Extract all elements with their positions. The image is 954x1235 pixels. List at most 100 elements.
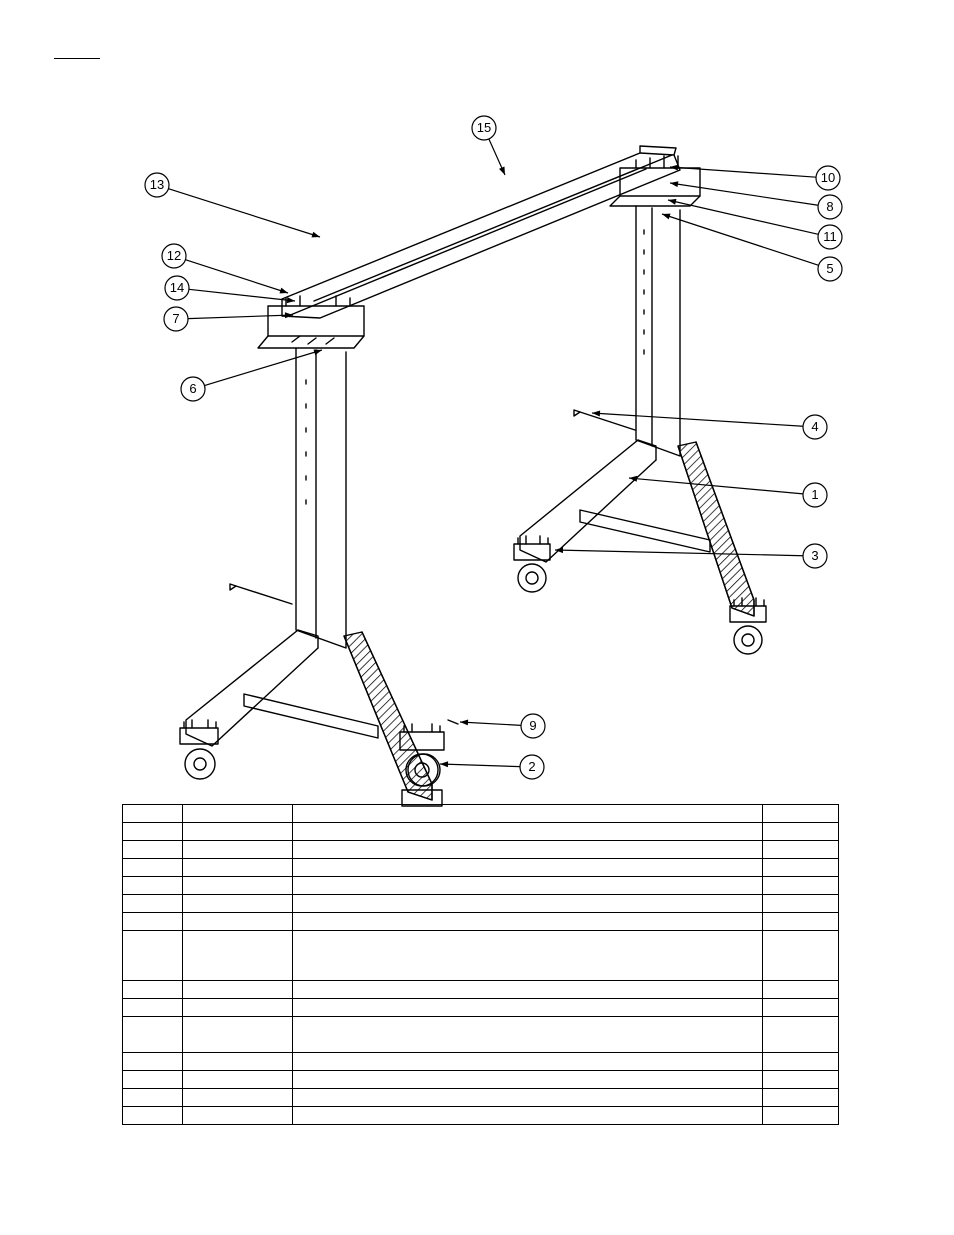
- cell-part: [183, 1071, 293, 1089]
- table-row: [123, 1053, 839, 1071]
- callout-label: 10: [821, 170, 835, 185]
- callout-13: 13: [145, 173, 320, 237]
- table-row: [123, 841, 839, 859]
- cell-item: [123, 1089, 183, 1107]
- cell-item: [123, 999, 183, 1017]
- table-row: [123, 931, 839, 981]
- cell-desc: [293, 1071, 763, 1089]
- cell-qty: [763, 895, 839, 913]
- cell-desc: [293, 1053, 763, 1071]
- cell-qty: [763, 981, 839, 999]
- cell-qty: [763, 823, 839, 841]
- callout-label: 8: [826, 199, 833, 214]
- cell-qty: [763, 1089, 839, 1107]
- cell-desc: [293, 841, 763, 859]
- cell-part: [183, 1053, 293, 1071]
- callout-label: 7: [172, 311, 179, 326]
- cell-item: [123, 913, 183, 931]
- cell-item: [123, 931, 183, 981]
- table-row: [123, 999, 839, 1017]
- table-row: [123, 877, 839, 895]
- cell-item: [123, 895, 183, 913]
- table-row: [123, 913, 839, 931]
- cell-item: [123, 841, 183, 859]
- cell-qty: [763, 877, 839, 895]
- cell-desc: [293, 895, 763, 913]
- col-part: [183, 805, 293, 823]
- callout-10: 10: [670, 165, 840, 190]
- cell-part: [183, 841, 293, 859]
- cell-qty: [763, 841, 839, 859]
- callout-1: 1: [629, 476, 827, 507]
- callout-label: 4: [811, 419, 818, 434]
- cell-qty: [763, 999, 839, 1017]
- cell-desc: [293, 823, 763, 841]
- cell-part: [183, 913, 293, 931]
- table-row: [123, 1107, 839, 1125]
- table-row: [123, 981, 839, 999]
- cell-part: [183, 877, 293, 895]
- col-desc: [293, 805, 763, 823]
- callout-15: 15: [472, 116, 505, 175]
- cell-part: [183, 981, 293, 999]
- cell-qty: [763, 913, 839, 931]
- col-item: [123, 805, 183, 823]
- cell-qty: [763, 1053, 839, 1071]
- col-qty: [763, 805, 839, 823]
- cell-part: [183, 931, 293, 981]
- callout-9: 9: [460, 714, 545, 738]
- callout-label: 6: [189, 381, 196, 396]
- cell-desc: [293, 913, 763, 931]
- callout-label: 14: [170, 280, 184, 295]
- callout-6: 6: [181, 349, 322, 401]
- cell-item: [123, 1071, 183, 1089]
- callout-2: 2: [440, 755, 544, 779]
- cell-qty: [763, 931, 839, 981]
- cell-item: [123, 1017, 183, 1053]
- gantry-svg: 151312147610811541392: [140, 100, 850, 810]
- rear-a-frame: [520, 440, 754, 616]
- callout-label: 12: [167, 248, 181, 263]
- cell-item: [123, 981, 183, 999]
- front-upright: [230, 296, 364, 648]
- callout-5: 5: [662, 214, 842, 281]
- cell-item: [123, 859, 183, 877]
- cell-item: [123, 1107, 183, 1125]
- table-row: [123, 1089, 839, 1107]
- parts-table: [122, 804, 839, 1125]
- table-row: [123, 859, 839, 877]
- parts-tbody: [123, 823, 839, 1125]
- callout-4: 4: [592, 411, 827, 439]
- cell-part: [183, 1017, 293, 1053]
- gantry-diagram: 151312147610811541392: [140, 100, 850, 810]
- cell-desc: [293, 931, 763, 981]
- cell-qty: [763, 1107, 839, 1125]
- cell-desc: [293, 999, 763, 1017]
- header-underline: [54, 58, 100, 59]
- cell-item: [123, 823, 183, 841]
- callout-label: 11: [823, 229, 837, 244]
- cell-item: [123, 877, 183, 895]
- cell-item: [123, 1053, 183, 1071]
- callout-label: 13: [150, 177, 164, 192]
- table-row: [123, 1017, 839, 1053]
- table-row: [123, 895, 839, 913]
- cell-desc: [293, 1089, 763, 1107]
- callout-7: 7: [164, 307, 293, 331]
- cell-part: [183, 999, 293, 1017]
- callout-label: 5: [826, 261, 833, 276]
- cell-desc: [293, 877, 763, 895]
- cell-part: [183, 895, 293, 913]
- cell-qty: [763, 1017, 839, 1053]
- cell-desc: [293, 981, 763, 999]
- callout-label: 15: [477, 120, 491, 135]
- callout-label: 1: [811, 487, 818, 502]
- cell-part: [183, 859, 293, 877]
- cell-desc: [293, 1017, 763, 1053]
- callout-label: 3: [811, 548, 818, 563]
- cell-qty: [763, 1071, 839, 1089]
- table-row: [123, 1071, 839, 1089]
- callout-label: 9: [529, 718, 536, 733]
- rear-upright: [574, 156, 700, 456]
- callout-label: 2: [528, 759, 535, 774]
